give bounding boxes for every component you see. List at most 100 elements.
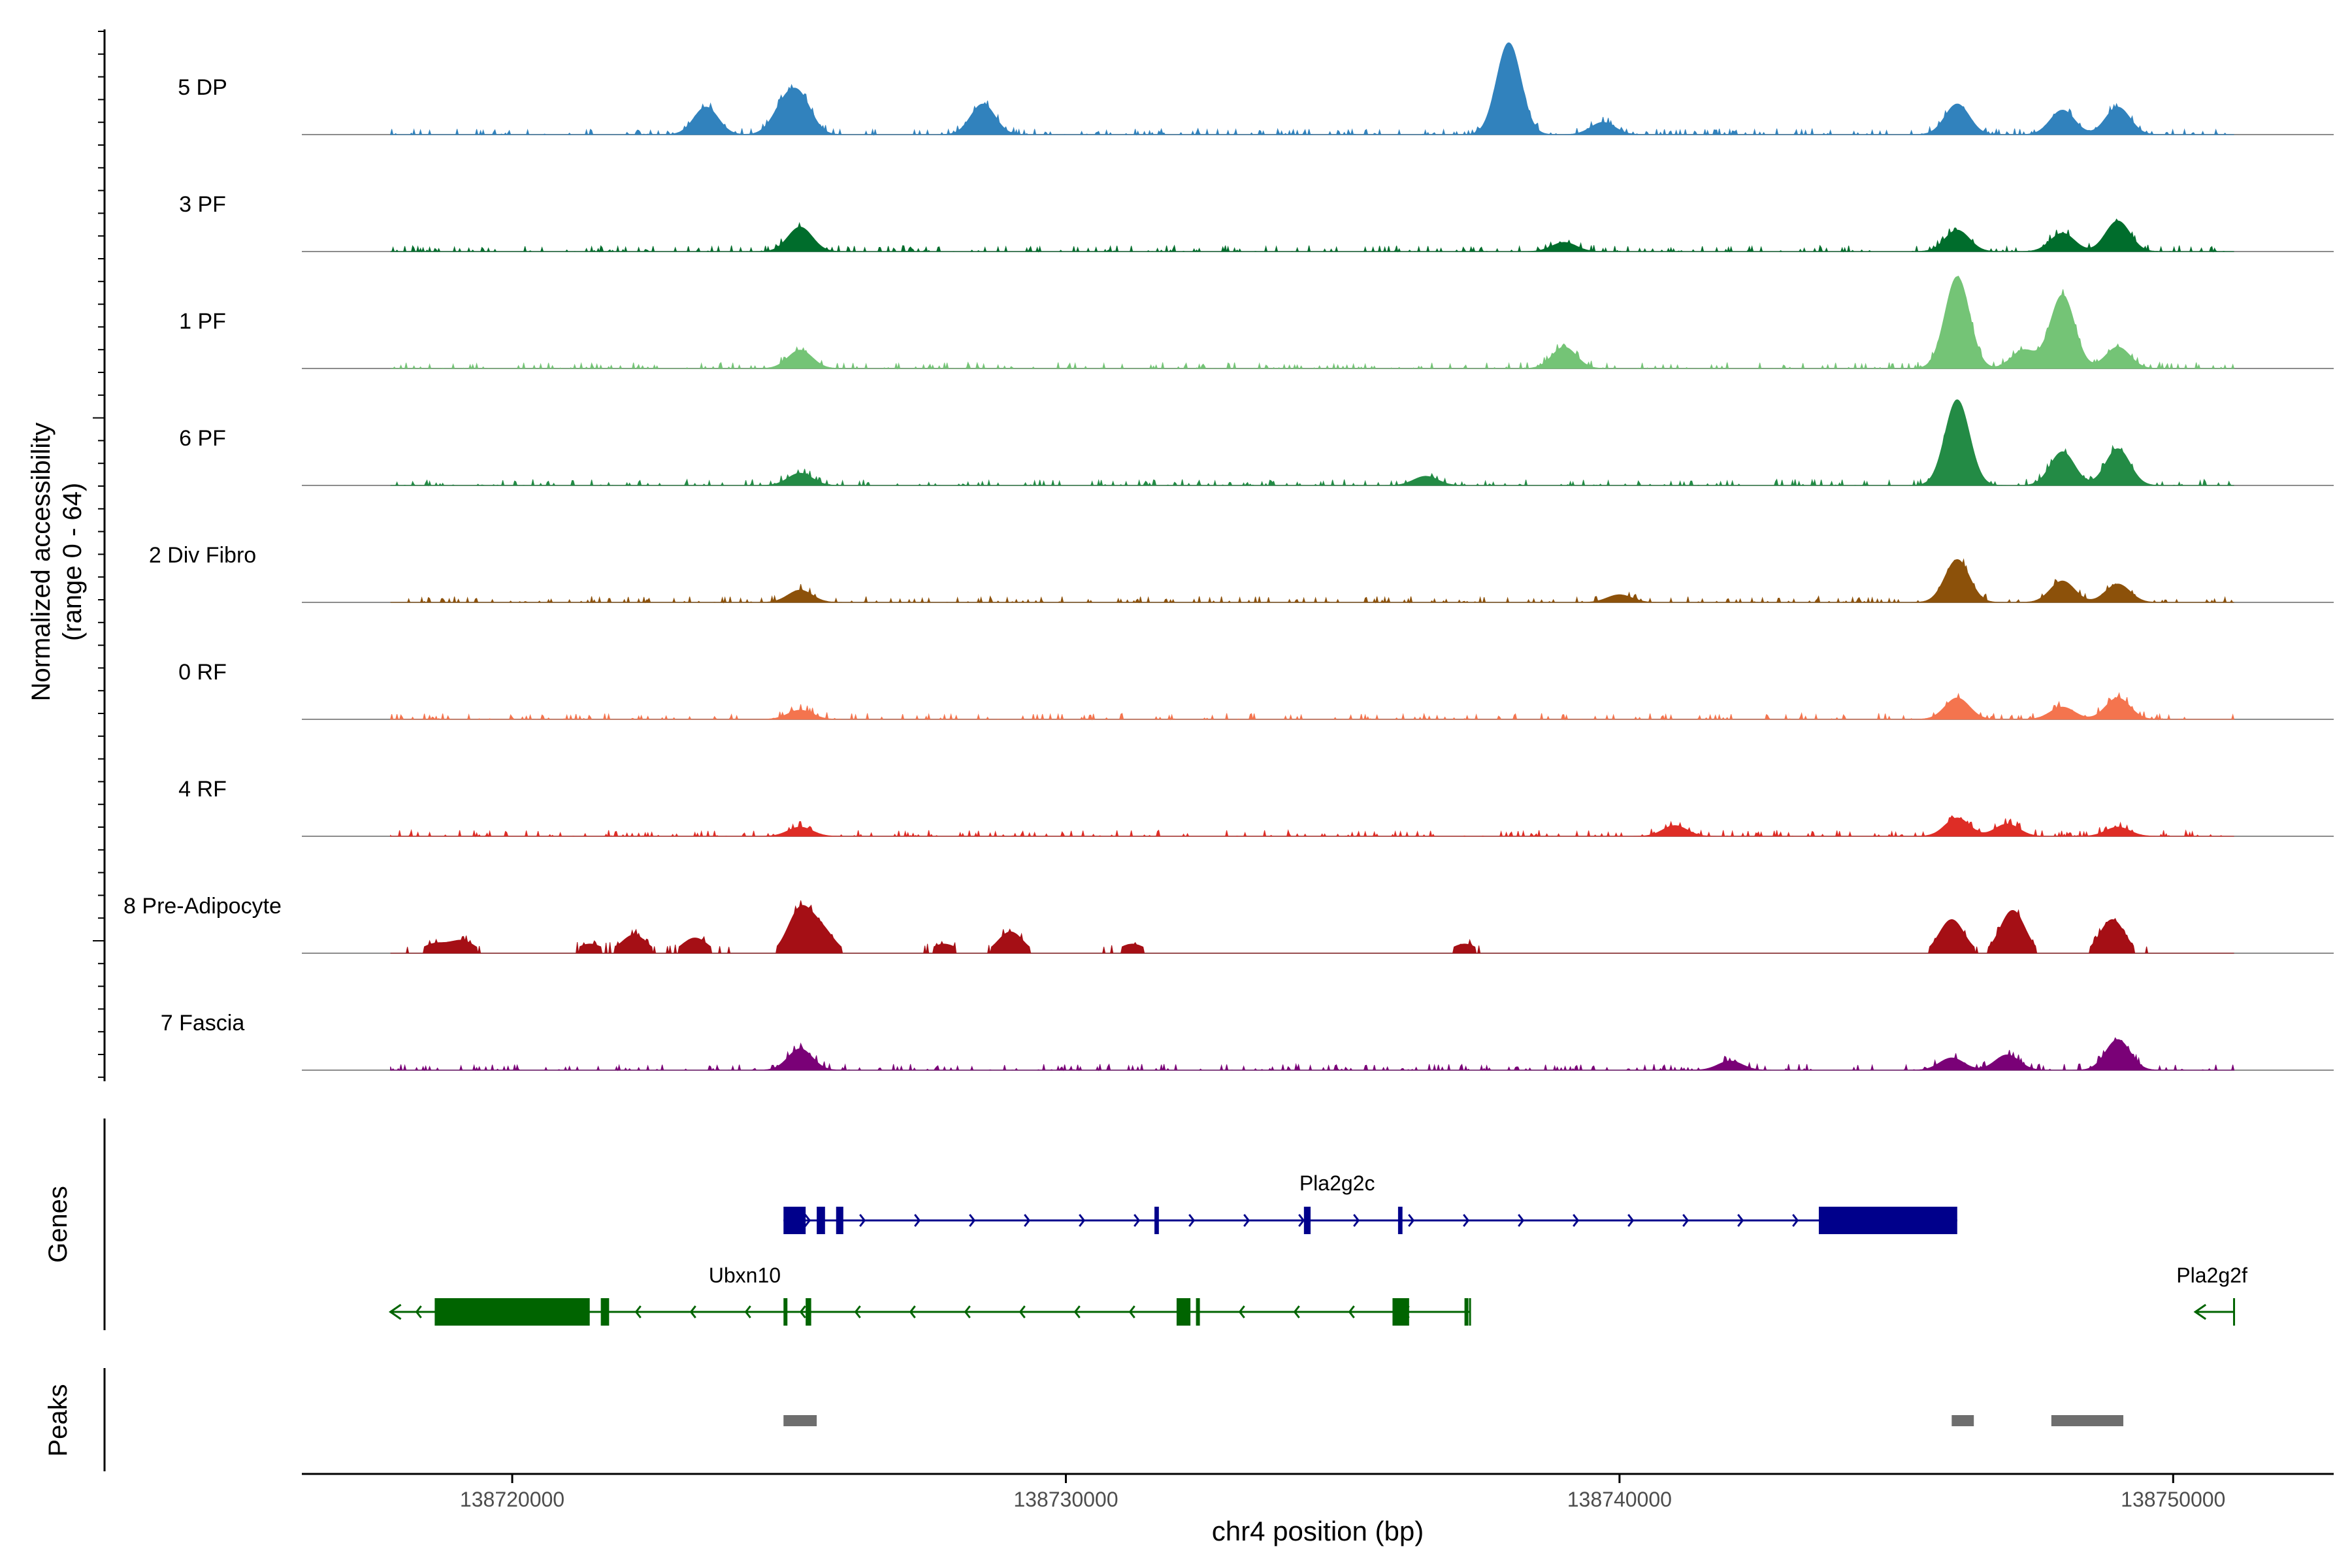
gene-end-arrow-icon — [388, 1303, 402, 1320]
gene-exon — [1464, 1298, 1469, 1326]
track-4-rf: 4 RF — [178, 777, 2334, 838]
strand-arrow-icon — [1073, 1305, 1081, 1318]
peak-region — [783, 1415, 817, 1426]
x-axis-tick-label: 138730000 — [1013, 1488, 1118, 1511]
strand-arrow-icon — [804, 1214, 811, 1227]
track-3-pf: 3 PF — [179, 192, 2334, 253]
gene-label: Pla2g2c — [1299, 1171, 1375, 1195]
strand-arrow-icon — [854, 1305, 861, 1318]
coverage-area — [390, 275, 2235, 370]
gene-pla2g2c: Pla2g2c — [783, 1171, 1957, 1234]
strand-arrow-icon — [415, 1305, 422, 1318]
track-label: 4 RF — [178, 777, 227, 802]
y-axis-label-line1: Normalized accessibility — [27, 423, 56, 702]
strand-arrow-icon — [1348, 1305, 1355, 1318]
x-axis-title: chr4 position (bp) — [1212, 1516, 1424, 1546]
track-5-dp: 5 DP — [178, 42, 2334, 136]
peak-region — [1952, 1415, 1974, 1426]
gene-exon — [1154, 1207, 1159, 1234]
track-label: 3 PF — [179, 192, 226, 217]
gene-exon — [817, 1207, 825, 1234]
strand-arrow-icon — [1353, 1214, 1360, 1227]
gene-label: Pla2g2f — [2176, 1264, 2247, 1287]
strand-arrow-icon — [1573, 1214, 1580, 1227]
coverage-tracks: 5 DP 3 PF 1 PF 6 PF 2 Div Fibro 0 RF 4 RF 8 Pre… — [123, 42, 2334, 1071]
coverage-area — [389, 692, 2235, 721]
gene-exon — [783, 1207, 806, 1234]
strand-arrow-icon — [1298, 1214, 1305, 1227]
coverage-area — [390, 218, 2234, 253]
genes-panel-label: Genes — [44, 1186, 73, 1263]
strand-arrow-icon — [1238, 1305, 1245, 1318]
track-label: 5 DP — [178, 75, 227, 100]
peak-regions — [783, 1415, 2123, 1426]
strand-arrow-icon — [964, 1305, 971, 1318]
track-6-pf: 6 PF — [179, 399, 2334, 487]
x-axis-ticks: 138720000 138730000 138740000 138750000 — [460, 1474, 2225, 1511]
track-label: 7 Fascia — [161, 1011, 245, 1036]
strand-arrow-icon — [1024, 1214, 1031, 1227]
strand-arrow-icon — [859, 1214, 866, 1227]
gene-exon — [1176, 1298, 1191, 1326]
strand-arrow-icon — [1737, 1214, 1744, 1227]
strand-arrow-icon — [1243, 1214, 1250, 1227]
strand-arrow-icon — [689, 1305, 696, 1318]
track-label: 8 Pre-Adipocyte — [123, 894, 282, 919]
track-label: 0 RF — [178, 660, 227, 685]
gene-exon — [434, 1298, 590, 1326]
gene-exon — [1392, 1298, 1409, 1326]
peak-region — [2051, 1415, 2123, 1426]
strand-arrow-icon — [914, 1214, 921, 1227]
y-axis-label-line2: (range 0 - 64) — [58, 483, 87, 641]
track-7-fascia: 7 Fascia — [161, 1011, 2334, 1071]
track-label: 6 PF — [179, 426, 226, 451]
strand-arrow-icon — [799, 1305, 806, 1318]
track-label: 1 PF — [179, 309, 226, 334]
strand-arrow-icon — [1079, 1214, 1086, 1227]
coverage-area — [390, 558, 2234, 604]
coverage-area — [390, 1037, 2235, 1071]
strand-arrow-icon — [1682, 1214, 1690, 1227]
coverage-area — [390, 815, 2234, 838]
gene-exon — [1196, 1298, 1200, 1326]
x-axis-tick-label: 138740000 — [1567, 1488, 1672, 1511]
strand-arrow-icon — [1293, 1305, 1300, 1318]
coverage-y-ticks — [93, 31, 105, 1078]
track-0-rf: 0 RF — [178, 660, 2334, 721]
gene-exon — [1397, 1207, 1403, 1234]
gene-exon — [783, 1298, 788, 1326]
coverage-area — [390, 399, 2234, 487]
strand-arrow-icon — [1792, 1214, 1799, 1227]
strand-arrow-icon — [744, 1305, 751, 1318]
gene-label: Ubxn10 — [709, 1264, 781, 1287]
gene-ubxn10: Ubxn10 — [388, 1264, 1471, 1326]
gene-annotations: Pla2g2c Ubxn10 Pla2g2f — [388, 1171, 2247, 1326]
strand-arrow-icon — [1463, 1214, 1470, 1227]
coverage-area — [389, 42, 2234, 136]
track-2-div-fibro: 2 Div Fibro — [149, 543, 2334, 604]
strand-arrow-icon — [1188, 1214, 1196, 1227]
strand-arrow-icon — [1019, 1305, 1026, 1318]
gene-exon — [600, 1298, 610, 1326]
gene-pla2g2f: Pla2g2f — [2176, 1264, 2247, 1326]
strand-arrow-icon — [1627, 1214, 1635, 1227]
gene-end-arrow-icon — [2193, 1303, 2206, 1320]
track-8-pre-adipocyte: 8 Pre-Adipocyte — [123, 894, 2334, 954]
gene-exon — [836, 1207, 843, 1234]
strand-arrow-icon — [1408, 1214, 1415, 1227]
strand-arrow-icon — [909, 1305, 916, 1318]
strand-arrow-icon — [1134, 1214, 1141, 1227]
track-1-pf: 1 PF — [179, 275, 2334, 370]
coverage-area — [390, 900, 2234, 954]
gene-exon — [1818, 1207, 1957, 1234]
x-axis-tick-label: 138720000 — [460, 1488, 564, 1511]
strand-arrow-icon — [1518, 1214, 1525, 1227]
peaks-panel-label: Peaks — [44, 1384, 73, 1456]
track-label: 2 Div Fibro — [149, 543, 256, 568]
x-axis-tick-label: 138750000 — [2121, 1488, 2225, 1511]
strand-arrow-icon — [969, 1214, 976, 1227]
gene-exon — [806, 1298, 811, 1326]
strand-arrow-icon — [634, 1305, 642, 1318]
strand-arrow-icon — [1128, 1305, 1135, 1318]
